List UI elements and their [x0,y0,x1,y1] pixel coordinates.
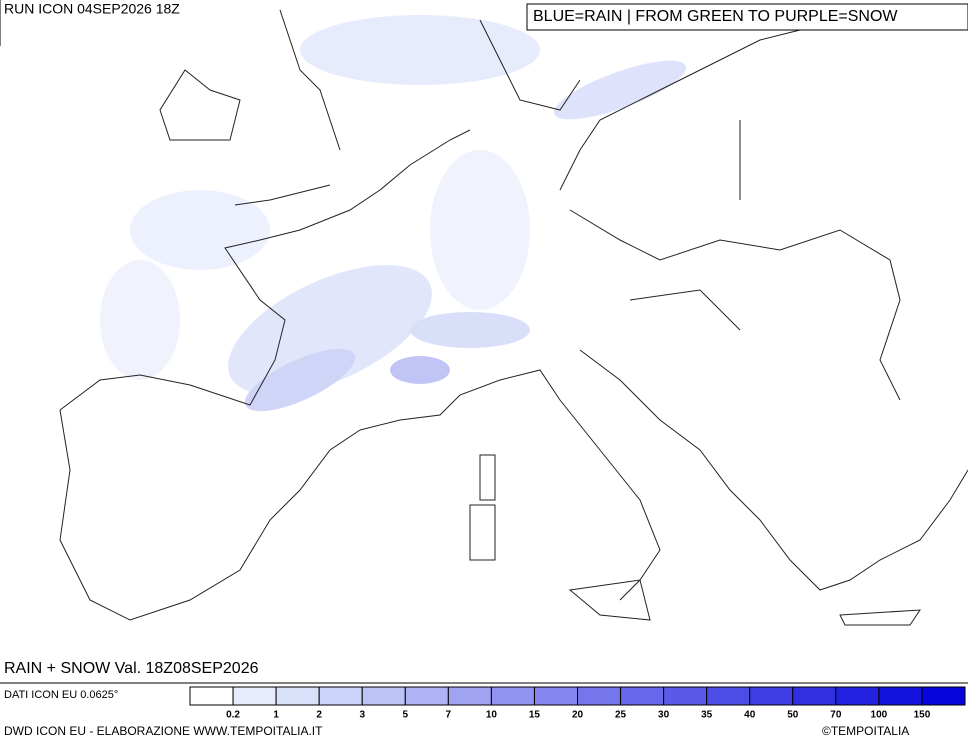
colorbar-swatch [663,686,708,706]
colorbar-label: 5 [402,710,408,721]
colorbar-swatch [533,686,579,706]
colorbar-label: 3 [359,710,365,721]
colorbar-swatch [490,686,535,706]
colorbar-swatch [275,686,320,706]
credit: DWD ICON EU - ELABORAZIONE WWW.TEMPOITAL… [4,724,323,738]
colorbar-label: 1 [273,710,279,721]
precipitation [100,15,687,412]
run-label: RUN ICON 04SEP2026 18Z [4,1,180,17]
colorbar-swatch [577,686,622,706]
colorbar-swatch [447,686,492,706]
colorbar: 0.2 1 2 3 5 7 10 15 20 25 30 35 40 50 70 100 150 [189,686,966,721]
colorbar-swatch [749,686,794,706]
colorbar-swatch [878,686,923,706]
borders [59,9,968,626]
colorbar-label: 50 [787,710,799,721]
colorbar-swatch [189,686,234,706]
colorbar-label: 30 [658,710,670,721]
colorbar-label: 0.2 [226,710,240,721]
colorbar-label: 7 [446,710,452,721]
colorbar-label: 150 [914,710,931,721]
colorbar-label: 10 [486,710,498,721]
colorbar-swatch [318,686,363,706]
colorbar-label: 35 [701,710,713,721]
colorbar-swatch [404,686,449,706]
colorbar-swatch [792,686,837,706]
colorbar-swatch [620,686,665,706]
colorbar-swatch [921,686,966,706]
colorbar-label: 15 [529,710,541,721]
colorbar-label: 70 [830,710,842,721]
copyright: ©TEMPOITALIA [822,724,909,738]
colorbar-label: 20 [572,710,584,721]
colorbar-swatch [232,686,277,706]
colorbar-swatch [361,686,406,706]
validity: RAIN + SNOW Val. 18Z08SEP2026 [4,660,259,677]
colorbar-swatch [706,686,751,706]
data-source: DATI ICON EU 0.0625° [4,689,118,701]
colorbar-label: 100 [871,710,888,721]
colorbar-label: 40 [744,710,756,721]
colorbar-label: 2 [316,710,322,721]
legend-note: BLUE=RAIN | FROM GREEN TO PURPLE=SNOW [533,8,898,25]
colorbar-label: 25 [615,710,627,721]
colorbar-swatch [835,686,880,706]
